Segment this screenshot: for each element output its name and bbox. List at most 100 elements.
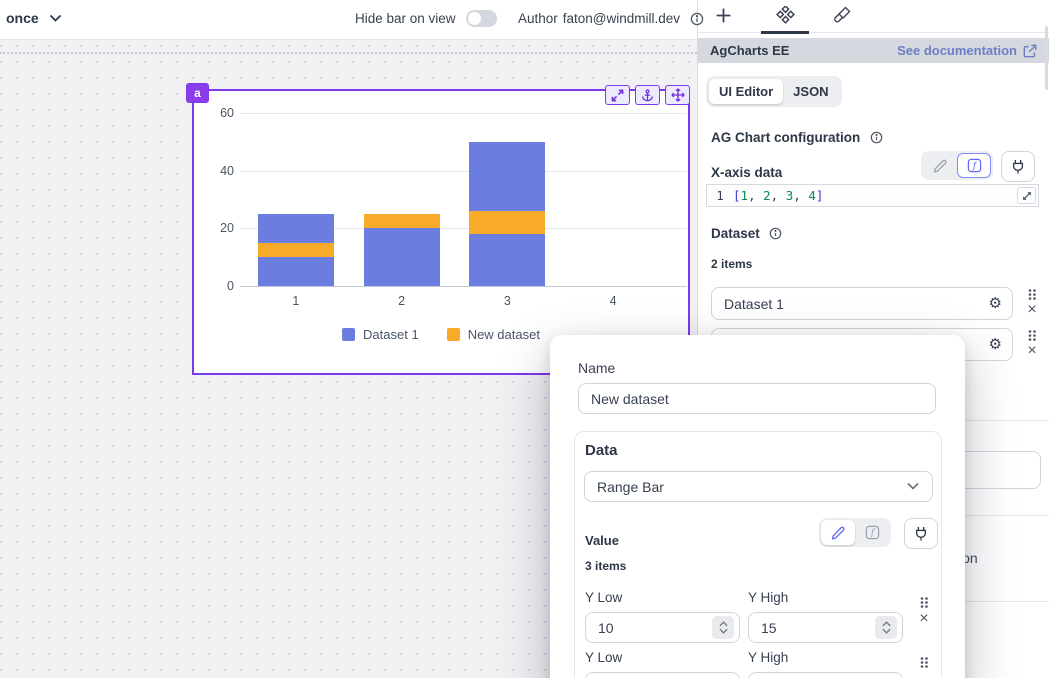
eval-input-button[interactable]: f (855, 520, 889, 545)
xaxis-input-mode-controls: f (921, 151, 1035, 182)
ui-editor-tab[interactable]: UI Editor (709, 79, 784, 104)
drag-handle-icon[interactable] (919, 596, 929, 609)
dataset-data-section: Data Range Bar Value f 3 (574, 431, 942, 678)
function-icon: f (865, 525, 879, 540)
panel-scrollbar[interactable] (1045, 26, 1048, 90)
legend-swatch (446, 328, 460, 341)
svg-text:f: f (971, 162, 977, 172)
dataset-name-input[interactable] (578, 383, 936, 414)
agcharts-component[interactable]: a 0 20 40 60 1 2 3 4 Dataset 1 New dataset (186, 83, 690, 375)
delete-value-row-1-icon[interactable]: × (919, 610, 929, 627)
dataset-1-name-input[interactable] (712, 295, 989, 312)
chart-gridline (240, 228, 687, 230)
pencil-icon (831, 526, 845, 540)
drag-handle-icon[interactable] (1027, 288, 1037, 301)
number-stepper[interactable] (875, 616, 897, 639)
legend-item[interactable]: Dataset 1 (342, 327, 419, 342)
y-axis-tick-label: 20 (220, 221, 234, 236)
see-documentation-label: See documentation (897, 43, 1017, 58)
connect-input-button[interactable] (1001, 151, 1035, 182)
hide-bar-label: Hide bar on view (355, 11, 456, 26)
chart-type-select[interactable]: Range Bar (584, 471, 933, 502)
delete-dataset-1-icon[interactable]: × (1027, 301, 1037, 318)
dataset-count: 2 items (711, 257, 753, 271)
legend-item[interactable]: New dataset (446, 327, 540, 342)
info-icon (870, 131, 883, 144)
number-stepper[interactable] (712, 616, 734, 639)
value-input-mode-controls: f (819, 518, 938, 549)
static-input-button[interactable] (923, 153, 957, 178)
chart-range-bar (469, 211, 546, 235)
hide-bar-toggle[interactable] (465, 10, 497, 27)
xaxis-code-editor[interactable]: 1 [1, 2, 3, 4] (706, 184, 1039, 207)
code-content: [1, 2, 3, 4] (733, 188, 824, 203)
component-controls (605, 85, 690, 105)
svg-text:f: f (869, 529, 875, 539)
drag-handle-icon[interactable] (919, 656, 929, 669)
paintbrush-icon (834, 6, 851, 23)
y-low-label: Y Low (585, 650, 623, 665)
x-axis-tick-label: 3 (503, 294, 511, 308)
chart-plot-area: 0 20 40 60 1 2 3 4 (194, 91, 688, 373)
schedule-dropdown-label: once (6, 10, 39, 26)
expand-component-button[interactable] (605, 85, 630, 105)
json-tab[interactable]: JSON (793, 84, 829, 99)
y-axis-tick-label: 40 (220, 163, 234, 178)
x-axis-tick-label: 4 (609, 294, 617, 308)
xaxis-data-label: X-axis data (711, 165, 783, 180)
expand-diagonal-icon (1022, 191, 1031, 200)
y-high-label: Y High (748, 650, 789, 665)
chart-gridline (240, 170, 687, 172)
anchor-icon (642, 88, 653, 101)
y-high-1-input[interactable] (749, 619, 849, 636)
component-type-header: AgCharts EE See documentation (698, 38, 1049, 63)
add-component-tab[interactable] (712, 4, 734, 26)
value-row-1-actions: × (917, 596, 931, 627)
author-email: faton@windmill.dev (562, 11, 681, 26)
y-low-1-input[interactable] (586, 619, 686, 636)
chevron-down-icon (907, 482, 919, 490)
move-component-button[interactable] (665, 85, 690, 105)
pencil-icon (933, 159, 947, 173)
external-link-icon (1023, 44, 1037, 57)
y-high-label: Y High (748, 590, 789, 605)
dataset-1-settings-gear-icon[interactable]: ⚙ (988, 295, 1002, 312)
chart-type-value: Range Bar (597, 478, 664, 495)
code-line-number: 1 (716, 188, 724, 203)
x-axis-tick-label: 2 (398, 294, 406, 308)
active-tab-indicator (761, 31, 809, 34)
panel-tab-bar (698, 0, 1049, 34)
styling-tab[interactable] (831, 4, 853, 26)
expand-icon (611, 89, 624, 101)
y-low-label: Y Low (585, 590, 623, 605)
dataset-1-row-actions: × (1025, 288, 1039, 318)
dataset-editor-modal: Name Data Range Bar Value f (550, 335, 965, 678)
author-info: Author faton@windmill.dev (518, 11, 704, 26)
drag-handle-icon[interactable] (1027, 329, 1037, 342)
dataset-2-settings-gear-icon[interactable]: ⚙ (988, 336, 1002, 353)
component-settings-tab[interactable] (774, 4, 796, 26)
connect-input-button[interactable] (904, 518, 938, 549)
see-documentation-link[interactable]: See documentation (897, 43, 1037, 58)
components-icon (775, 5, 795, 24)
component-type-title: AgCharts EE (710, 43, 790, 58)
y-axis-tick-label: 0 (227, 279, 234, 293)
y-axis-tick-label: 60 (220, 106, 234, 120)
component-id-badge: a (186, 83, 209, 103)
chart-range-bar (257, 242, 334, 258)
value-section-label: Value (585, 533, 619, 548)
top-toolbar: once Hide bar on view Author faton@windm… (0, 0, 704, 40)
value-row-2-actions (917, 656, 931, 669)
delete-dataset-2-icon[interactable]: × (1027, 342, 1037, 359)
chart-range-bar (363, 213, 440, 229)
eval-input-button[interactable]: f (957, 153, 991, 178)
x-axis-tick-label: 1 (292, 294, 300, 308)
static-input-button[interactable] (821, 520, 855, 545)
dataset-section-title: Dataset (711, 225, 782, 243)
anchor-component-button[interactable] (635, 85, 660, 105)
schedule-dropdown[interactable]: once (6, 10, 62, 26)
static-or-eval-switch: f (819, 518, 891, 547)
expand-code-editor-button[interactable] (1017, 187, 1036, 204)
plus-icon (716, 8, 730, 22)
